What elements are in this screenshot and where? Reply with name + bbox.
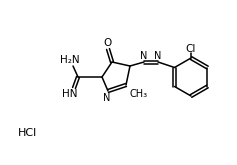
Text: O: O [104,38,112,48]
Text: H₂N: H₂N [60,55,80,65]
Text: N: N [140,51,148,61]
Text: CH₃: CH₃ [130,89,148,99]
Text: HCl: HCl [18,128,37,138]
Text: N: N [103,93,111,103]
Text: HN: HN [62,89,78,99]
Text: Cl: Cl [186,44,196,54]
Text: N: N [154,51,162,61]
